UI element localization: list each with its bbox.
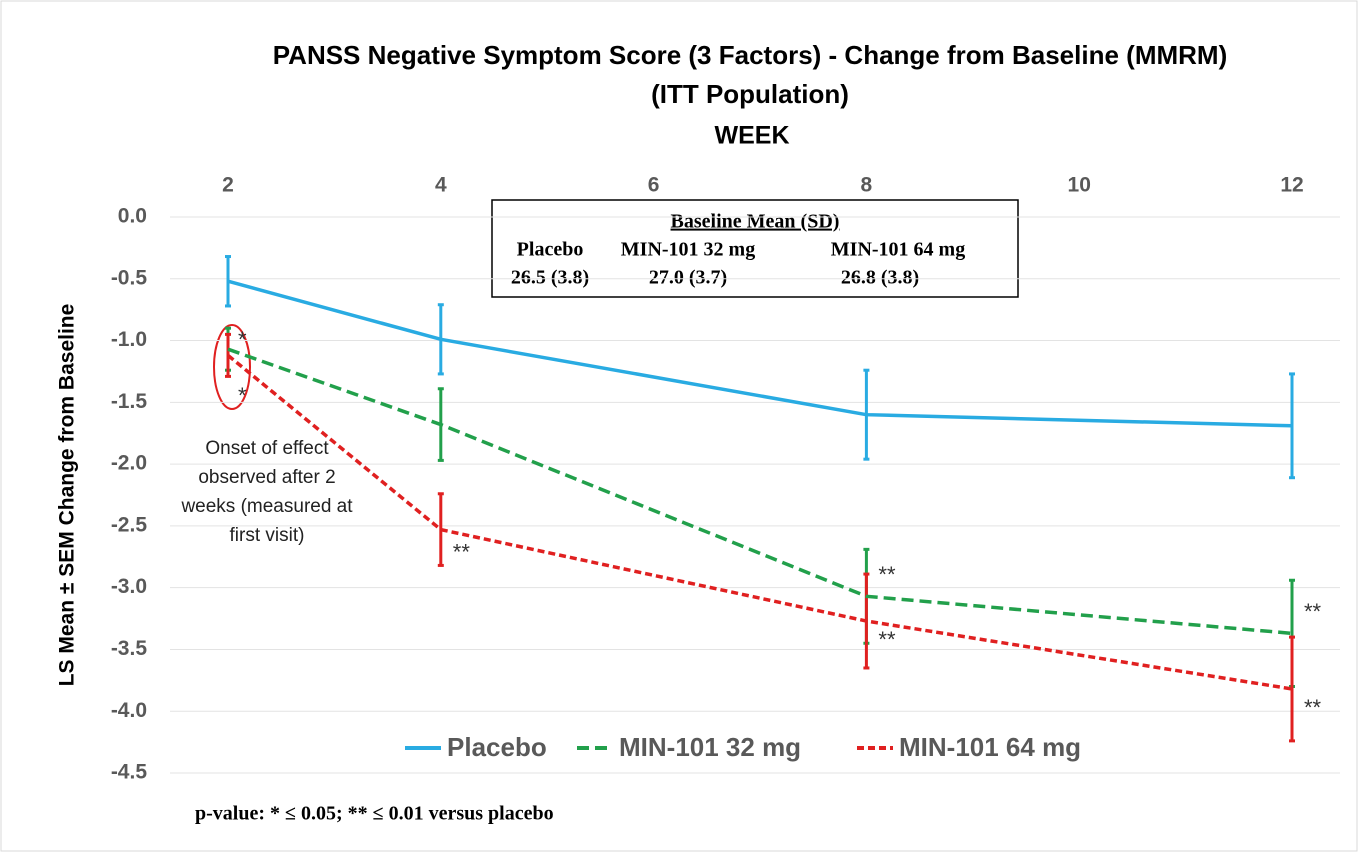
baseline-column: Placebo (517, 239, 584, 261)
significance-label: * (238, 327, 247, 352)
footnote: p-value: * ≤ 0.05; ** ≤ 0.01 versus plac… (195, 803, 554, 825)
significance-label: ** (453, 539, 471, 564)
y-tick-label: -3.5 (111, 637, 148, 660)
onset-note: observed after 2 (198, 467, 335, 488)
chart-title: PANSS Negative Symptom Score (3 Factors)… (273, 40, 1227, 70)
significance-label: ** (1304, 599, 1322, 624)
significance-label: ** (878, 627, 896, 652)
y-tick-label: 0.0 (118, 205, 147, 228)
baseline-value: 26.8 (3.8) (841, 267, 919, 289)
onset-note: weeks (measured at (180, 496, 353, 517)
series-line (227, 347, 1293, 636)
y-axis-label: LS Mean ± SEM Change from Baseline (56, 304, 79, 687)
highlight-ellipse (213, 324, 251, 410)
baseline-value: 27.0 (3.7) (649, 267, 727, 289)
significance-label: * (238, 383, 247, 408)
legend-label: Placebo (447, 732, 547, 762)
y-tick-label: -0.5 (111, 266, 148, 289)
x-tick-label: 12 (1280, 174, 1303, 197)
baseline-title: Baseline Mean (SD) (671, 211, 840, 233)
baseline-value: 26.5 (3.8) (511, 267, 589, 289)
x-tick-label: 8 (861, 174, 873, 197)
significance-label: ** (878, 562, 896, 587)
y-tick-label: -4.5 (111, 761, 148, 784)
x-axis-label: WEEK (715, 122, 790, 150)
baseline-column: MIN-101 64 mg (831, 239, 965, 261)
onset-note: first visit) (230, 525, 305, 546)
y-tick-label: -1.5 (111, 390, 148, 413)
legend-label: MIN-101 32 mg (619, 732, 801, 762)
x-tick-label: 6 (648, 174, 660, 197)
onset-note: Onset of effect (205, 438, 329, 459)
series-line (227, 279, 1293, 428)
y-tick-label: -2.5 (111, 513, 148, 536)
baseline-column: MIN-101 32 mg (621, 239, 755, 261)
significance-label: ** (1304, 695, 1322, 720)
y-tick-label: -1.0 (111, 328, 147, 351)
legend-label: MIN-101 64 mg (899, 732, 1081, 762)
baseline-box (491, 199, 1019, 298)
y-tick-label: -4.0 (111, 699, 147, 722)
chart-subtitle: (ITT Population) (651, 79, 849, 109)
x-tick-label: 2 (222, 174, 234, 197)
y-tick-label: -2.0 (111, 452, 147, 475)
series-line (226, 354, 1293, 691)
x-tick-label: 4 (435, 174, 447, 197)
x-tick-label: 10 (1068, 174, 1091, 197)
y-tick-label: -3.0 (111, 575, 147, 598)
